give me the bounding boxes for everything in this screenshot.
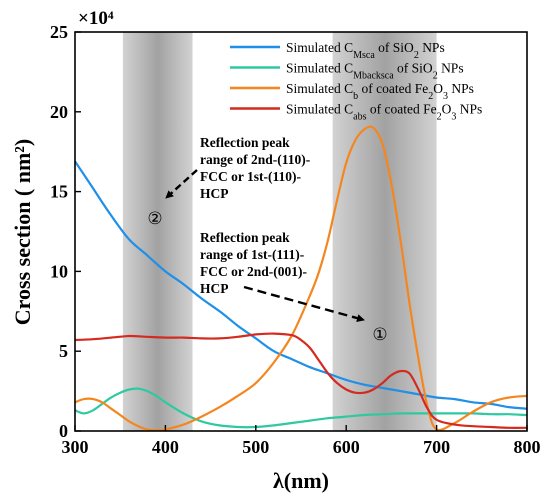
series-layer	[75, 125, 527, 431]
annotation-arrow-1	[243, 285, 365, 323]
plot-frame	[74, 31, 528, 432]
highlight-band-1	[122, 32, 193, 431]
y-tick-label: 0	[59, 421, 68, 441]
legend-label: Simulated Cb of coated Fe2O3 NPs	[286, 81, 474, 102]
series-line-fe2o3-cb	[75, 125, 527, 431]
annotation-2nd-110-fcc: Reflection peak range of 2nd-(110)-FCC or…	[200, 135, 310, 201]
marker-1: ①	[372, 325, 387, 345]
y-tick-label: 20	[50, 102, 68, 122]
legend-label: Simulated Cabs of coated Fe2O3 NPs	[286, 102, 482, 123]
annotations: Reflection peak range of 2nd-(110)-FCC or…	[147, 135, 387, 345]
tick-layer: 300 400 500 600 700 800 0 5 10 15 20 25	[50, 22, 541, 457]
legend-label: Simulated CMbacksca of SiO2 NPs	[286, 61, 464, 82]
y-multiplier: ×10⁴	[78, 8, 114, 29]
y-axis-title: Cross section ( nm²)	[10, 139, 35, 325]
x-tick-label: 400	[152, 437, 179, 457]
series-line-fe2o3-cabs	[75, 332, 527, 429]
y-tick-label: 25	[50, 22, 68, 42]
legend-label: Simulated CMsca of SiO2 NPs	[286, 40, 445, 61]
x-tick-label: 600	[333, 437, 360, 457]
marker-2: ②	[147, 209, 162, 229]
x-tick-label: 800	[514, 437, 541, 457]
highlight-bands	[122, 32, 437, 431]
annotation-arrow-2	[165, 169, 198, 199]
x-tick-label: 300	[62, 437, 89, 457]
x-tick-label: 700	[423, 437, 450, 457]
annotation-1st-111-fcc: Reflection peak range of 1st-(111)-FCC or…	[200, 230, 307, 296]
y-tick-label: 15	[50, 182, 68, 202]
series-line-sio2-msca	[75, 160, 527, 410]
x-tick-label: 500	[242, 437, 269, 457]
y-tick-label: 10	[50, 261, 68, 281]
x-axis-title: λ(nm)	[273, 468, 329, 493]
y-tick-label: 5	[59, 341, 68, 361]
